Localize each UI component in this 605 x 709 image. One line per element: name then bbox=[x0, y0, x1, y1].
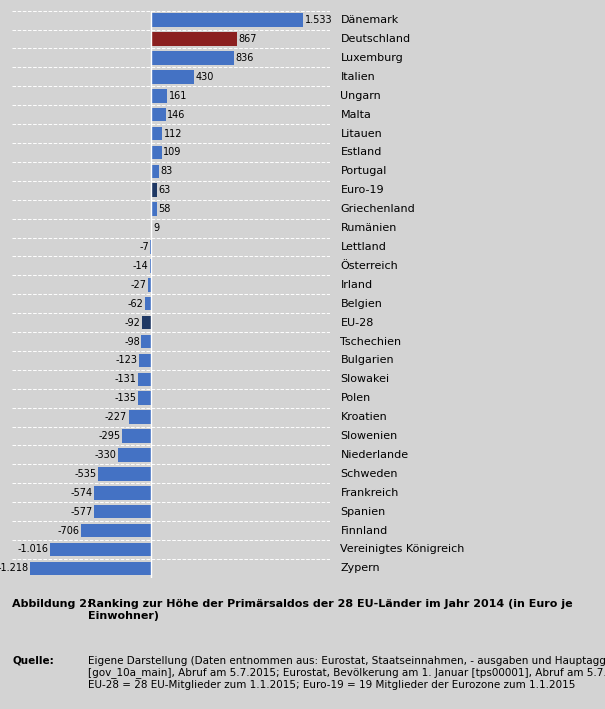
Text: Polen: Polen bbox=[341, 393, 371, 403]
Bar bbox=[151, 70, 194, 84]
Bar bbox=[138, 372, 151, 386]
Text: -535: -535 bbox=[74, 469, 96, 479]
Bar bbox=[145, 297, 151, 311]
Text: Deutschland: Deutschland bbox=[341, 34, 411, 44]
Bar bbox=[122, 429, 151, 443]
Text: Zypern: Zypern bbox=[341, 564, 380, 574]
Text: Frankreich: Frankreich bbox=[341, 488, 399, 498]
Text: Litauen: Litauen bbox=[341, 128, 382, 138]
Text: -227: -227 bbox=[105, 412, 127, 422]
Text: -98: -98 bbox=[124, 337, 140, 347]
Text: Irland: Irland bbox=[341, 280, 373, 290]
Text: Dänemark: Dänemark bbox=[341, 15, 399, 25]
Text: 146: 146 bbox=[167, 110, 185, 120]
Text: -131: -131 bbox=[115, 374, 137, 384]
Bar bbox=[81, 524, 151, 537]
Text: Vereinigtes Königreich: Vereinigtes Königreich bbox=[341, 545, 465, 554]
Text: 867: 867 bbox=[238, 34, 257, 44]
Text: Ungarn: Ungarn bbox=[341, 91, 381, 101]
Text: Slowenien: Slowenien bbox=[341, 431, 397, 441]
Text: Eigene Darstellung (Daten entnommen aus: Eurostat, Staatseinnahmen, - ausgaben u: Eigene Darstellung (Daten entnommen aus:… bbox=[88, 656, 605, 690]
Text: Malta: Malta bbox=[341, 110, 371, 120]
Text: -7: -7 bbox=[139, 242, 149, 252]
Text: 109: 109 bbox=[163, 147, 182, 157]
Text: Spanien: Spanien bbox=[341, 507, 386, 517]
Text: Estland: Estland bbox=[341, 147, 382, 157]
Text: -1.218: -1.218 bbox=[0, 564, 28, 574]
Text: 1.533: 1.533 bbox=[305, 15, 332, 25]
Text: Schweden: Schweden bbox=[341, 469, 398, 479]
Bar bbox=[151, 89, 167, 103]
Bar bbox=[151, 145, 162, 160]
Text: Portugal: Portugal bbox=[341, 167, 387, 177]
Bar bbox=[151, 202, 157, 216]
Text: 161: 161 bbox=[169, 91, 187, 101]
Text: Kroatien: Kroatien bbox=[341, 412, 387, 422]
Bar bbox=[151, 32, 237, 46]
Bar bbox=[30, 562, 151, 575]
Bar bbox=[151, 164, 159, 178]
Bar bbox=[128, 411, 151, 424]
Text: -706: -706 bbox=[57, 525, 79, 535]
Bar bbox=[119, 448, 151, 462]
Text: 9: 9 bbox=[154, 223, 160, 233]
Text: Niederlande: Niederlande bbox=[341, 450, 408, 460]
Text: Slowakei: Slowakei bbox=[341, 374, 390, 384]
Text: 112: 112 bbox=[164, 128, 182, 138]
Text: -135: -135 bbox=[114, 393, 136, 403]
Text: 63: 63 bbox=[159, 185, 171, 195]
Text: -577: -577 bbox=[70, 507, 93, 517]
Text: Italien: Italien bbox=[341, 72, 375, 82]
Text: -330: -330 bbox=[95, 450, 117, 460]
Text: Griechenland: Griechenland bbox=[341, 204, 415, 214]
Text: -123: -123 bbox=[116, 355, 137, 365]
Bar bbox=[138, 391, 151, 405]
Text: Ranking zur Höhe der Primärsaldos der 28 EU-Länder im Jahr 2014 (in Euro je
Einw: Ranking zur Höhe der Primärsaldos der 28… bbox=[88, 599, 572, 620]
Bar bbox=[98, 467, 151, 481]
Text: Bulgarien: Bulgarien bbox=[341, 355, 394, 365]
Text: 836: 836 bbox=[235, 53, 254, 63]
Text: -1.016: -1.016 bbox=[18, 545, 49, 554]
Text: Abbildung 2:: Abbildung 2: bbox=[12, 599, 91, 609]
Text: -14: -14 bbox=[132, 261, 148, 271]
Text: -295: -295 bbox=[98, 431, 120, 441]
Text: 83: 83 bbox=[161, 167, 173, 177]
Bar bbox=[151, 13, 303, 27]
Text: -574: -574 bbox=[70, 488, 93, 498]
Text: Belgien: Belgien bbox=[341, 298, 382, 308]
Text: -62: -62 bbox=[128, 298, 143, 308]
Text: Euro-19: Euro-19 bbox=[341, 185, 384, 195]
Text: Lettland: Lettland bbox=[341, 242, 387, 252]
Text: -27: -27 bbox=[131, 280, 147, 290]
Text: Rumänien: Rumänien bbox=[341, 223, 397, 233]
Bar bbox=[151, 108, 166, 121]
Text: Tschechien: Tschechien bbox=[341, 337, 402, 347]
Bar bbox=[151, 127, 162, 140]
Text: -92: -92 bbox=[125, 318, 140, 328]
Bar bbox=[148, 278, 151, 291]
Text: Österreich: Österreich bbox=[341, 261, 398, 271]
Bar bbox=[151, 221, 152, 235]
Bar bbox=[151, 51, 234, 65]
Bar bbox=[149, 259, 151, 273]
Bar bbox=[50, 542, 151, 557]
Bar bbox=[142, 335, 151, 348]
Bar bbox=[142, 316, 151, 330]
Text: Quelle:: Quelle: bbox=[12, 656, 54, 666]
Text: 58: 58 bbox=[159, 204, 171, 214]
Bar bbox=[94, 486, 151, 500]
Bar bbox=[139, 354, 151, 367]
Text: Luxemburg: Luxemburg bbox=[341, 53, 404, 63]
Text: EU-28: EU-28 bbox=[341, 318, 374, 328]
Bar bbox=[94, 505, 151, 518]
Text: Finnland: Finnland bbox=[341, 525, 388, 535]
Text: 430: 430 bbox=[195, 72, 214, 82]
Bar bbox=[151, 184, 157, 197]
